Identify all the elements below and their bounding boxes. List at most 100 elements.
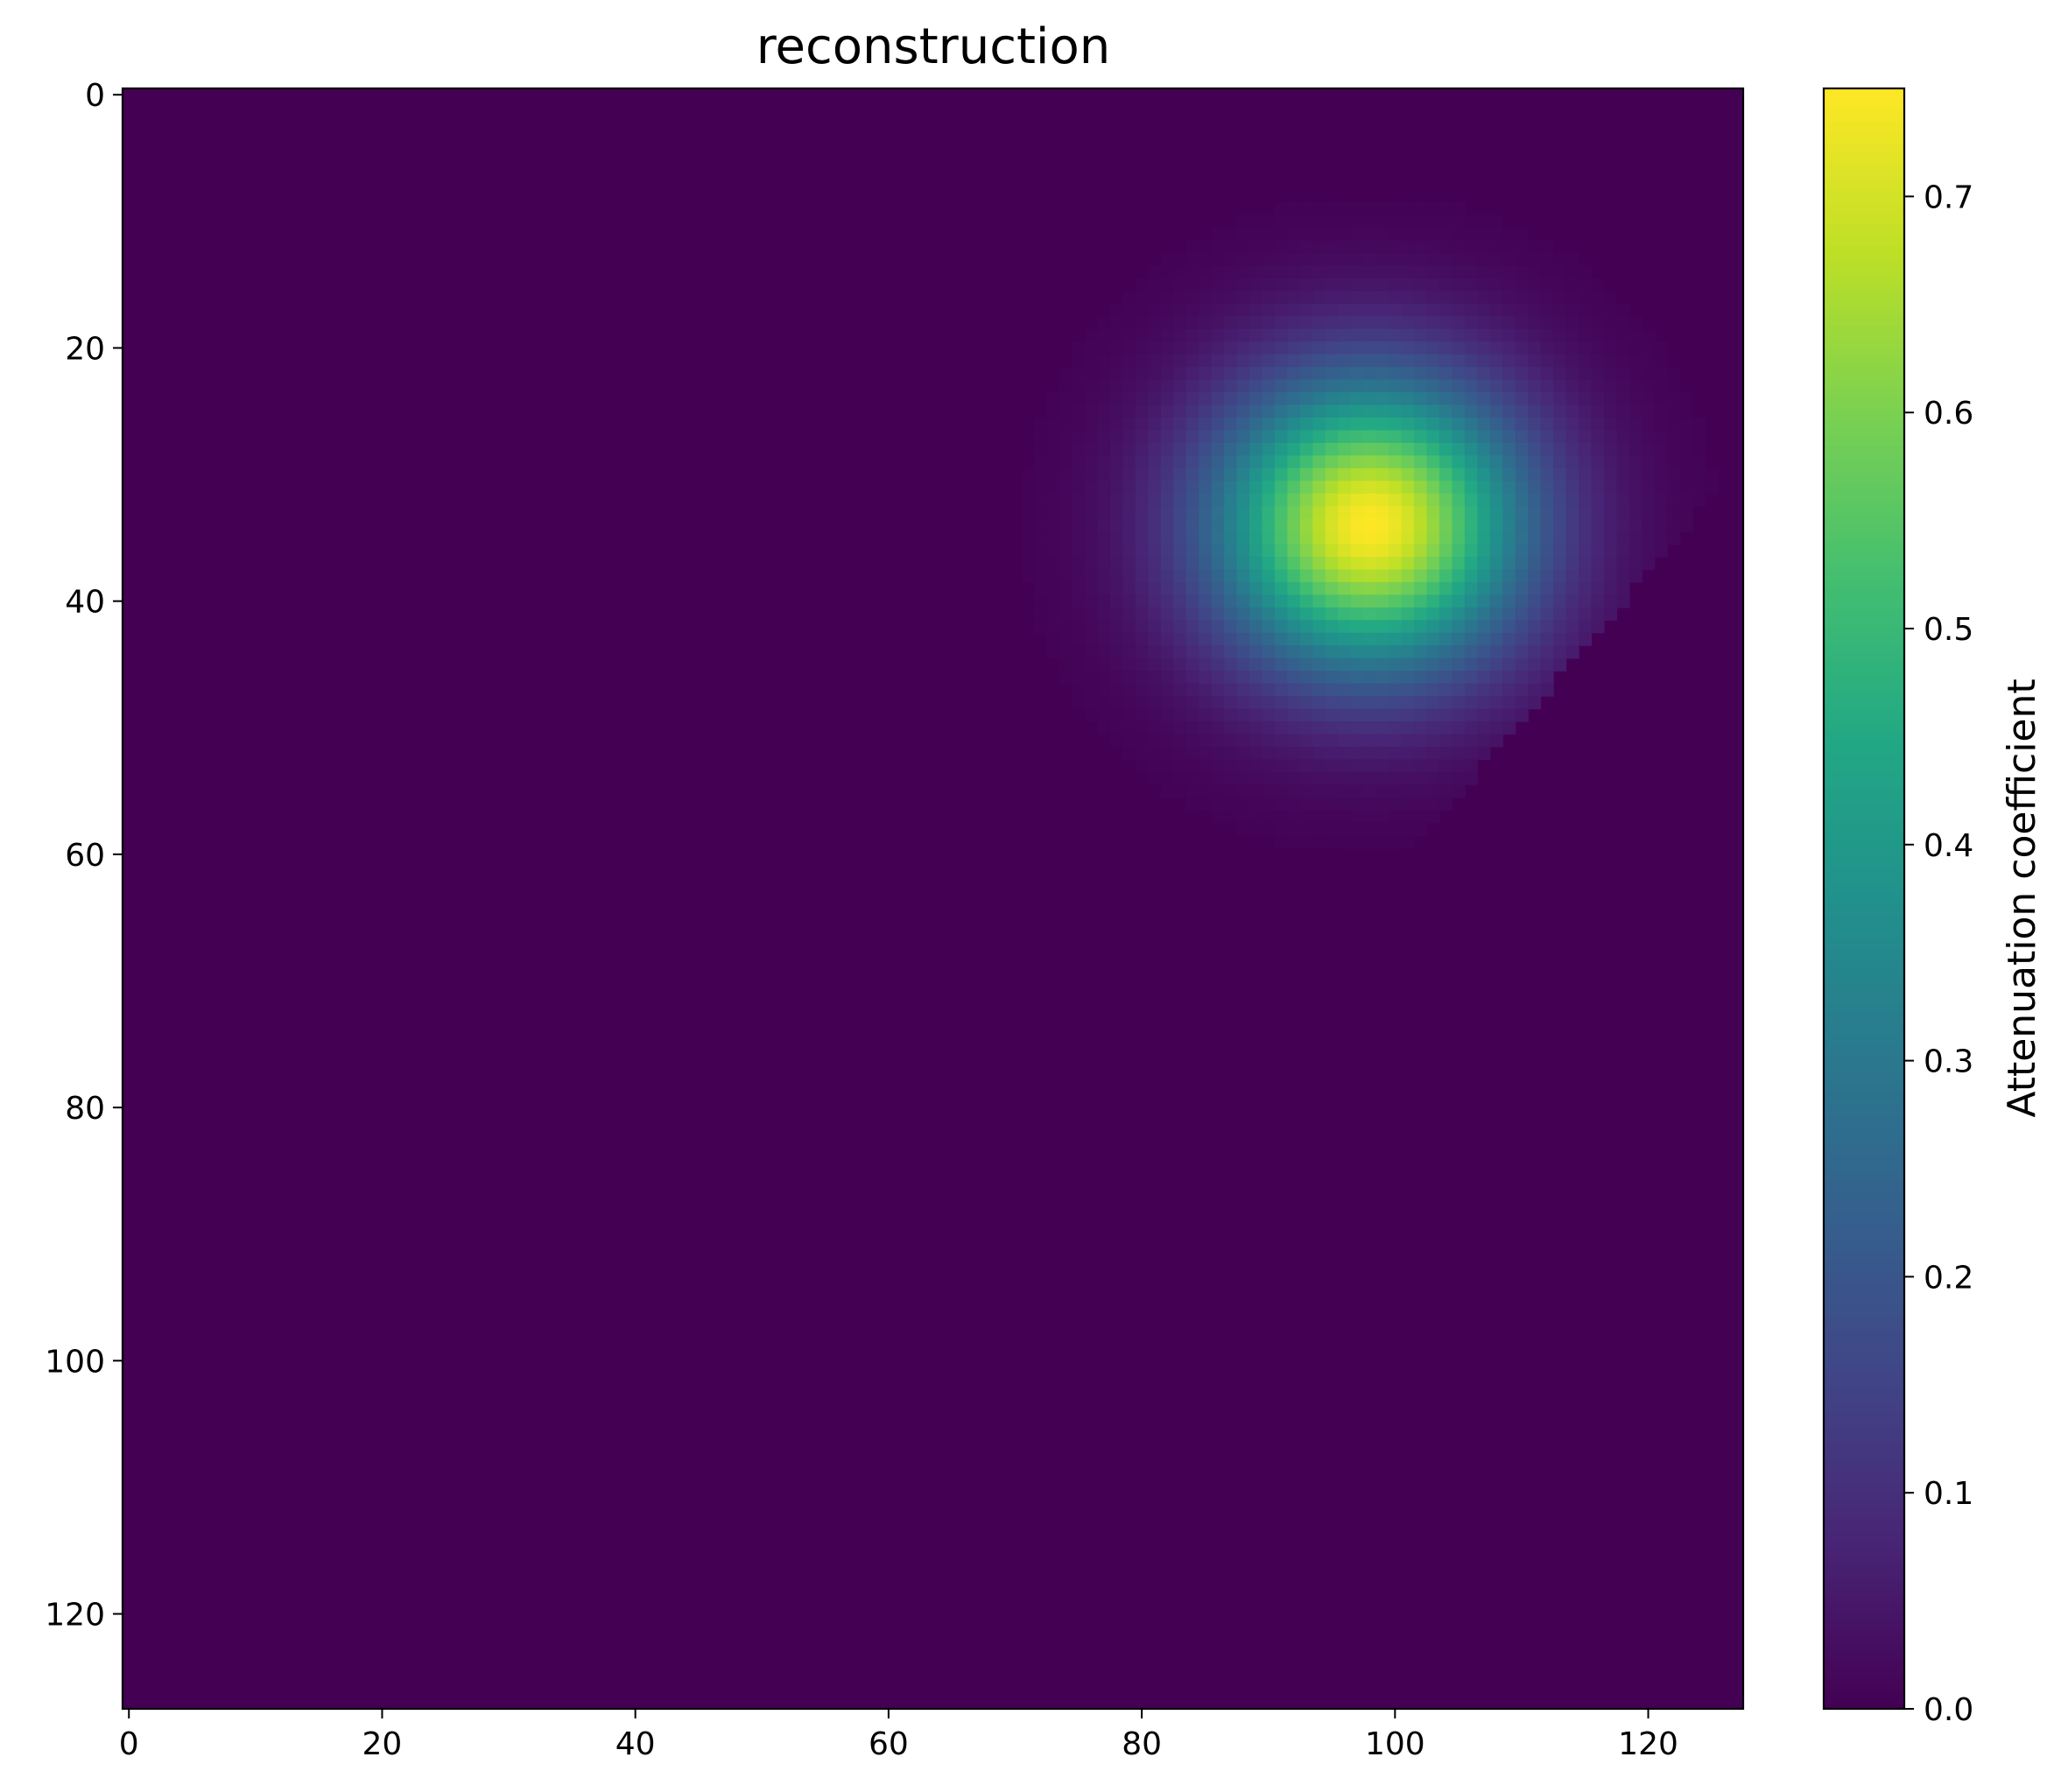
heatmap-cell: [1628, 455, 1642, 469]
heatmap-cell: [1579, 506, 1593, 520]
heatmap-cell: [1553, 404, 1567, 418]
heatmap-cell: [1603, 481, 1617, 495]
colorbar-band: [1824, 375, 1904, 381]
colorbar-band: [1824, 779, 1904, 786]
heatmap-cell: [1489, 493, 1503, 507]
heatmap-cell: [1452, 594, 1466, 608]
heatmap-cell: [1414, 341, 1428, 355]
colorbar-band: [1824, 941, 1904, 948]
heatmap-cell: [1363, 810, 1377, 824]
colorbar-band: [1824, 774, 1904, 781]
heatmap-cell: [1236, 822, 1250, 836]
heatmap-cell: [1350, 481, 1364, 495]
heatmap-cell: [1515, 303, 1529, 317]
heatmap-cell: [1363, 620, 1377, 634]
heatmap-cell: [1085, 607, 1099, 621]
heatmap-cell: [1426, 771, 1440, 785]
heatmap-cell: [1628, 404, 1642, 418]
heatmap-cell: [1135, 316, 1149, 330]
heatmap-cell: [1312, 240, 1326, 254]
heatmap-cell: [1414, 506, 1428, 520]
heatmap-cell: [1553, 328, 1567, 342]
heatmap-cell: [1414, 531, 1428, 545]
heatmap-cell: [1325, 759, 1339, 773]
heatmap-cell: [1211, 404, 1225, 418]
heatmap-cell: [1274, 531, 1289, 545]
heatmap-cell: [1438, 455, 1453, 469]
heatmap-cell: [1224, 506, 1238, 520]
heatmap-cell: [1059, 442, 1073, 456]
heatmap-cell: [1452, 708, 1466, 722]
heatmap-cell: [1085, 379, 1099, 393]
heatmap-cell: [1135, 759, 1149, 773]
heatmap-cell: [1603, 367, 1617, 381]
heatmap-cell: [1667, 467, 1681, 481]
colorbar-band: [1824, 699, 1904, 706]
heatmap-cell: [1350, 341, 1364, 355]
heatmap-cell: [1299, 252, 1313, 267]
heatmap-cell: [1705, 481, 1719, 495]
heatmap-cell: [1350, 367, 1364, 381]
heatmap-cell: [1262, 797, 1276, 811]
heatmap-cell: [1540, 544, 1554, 558]
heatmap-cell: [1224, 430, 1238, 444]
heatmap-cell: [1654, 341, 1668, 355]
heatmap-cell: [1185, 367, 1199, 381]
heatmap-cell: [1401, 417, 1415, 432]
heatmap-cell: [1477, 493, 1491, 507]
heatmap-cell: [1452, 341, 1466, 355]
heatmap-cell: [1236, 594, 1250, 608]
heatmap-cell: [1414, 291, 1428, 305]
heatmap-cell: [1274, 506, 1289, 520]
heatmap-cell: [1477, 316, 1491, 330]
heatmap-cell: [1616, 506, 1630, 520]
heatmap-cell: [1350, 557, 1364, 571]
heatmap-cell: [1375, 341, 1389, 355]
heatmap-cell: [1148, 721, 1162, 735]
heatmap-cell: [1135, 328, 1149, 342]
heatmap-cell: [1148, 620, 1162, 634]
heatmap-cell: [1211, 417, 1225, 432]
heatmap-cell: [1477, 455, 1491, 469]
heatmap-cell: [1034, 430, 1048, 444]
colorbar-band: [1824, 266, 1904, 273]
heatmap-cell: [1148, 303, 1162, 317]
heatmap-cell: [1553, 316, 1567, 330]
colorbar-band: [1824, 1254, 1904, 1261]
heatmap-cell: [1616, 594, 1630, 608]
heatmap-cell: [1591, 581, 1605, 596]
heatmap-cell: [1515, 632, 1529, 646]
heatmap-cell: [1211, 569, 1225, 583]
heatmap-cell: [1603, 455, 1617, 469]
heatmap-cell: [1109, 671, 1124, 685]
heatmap-cell: [1274, 784, 1289, 798]
heatmap-cell: [1667, 417, 1681, 432]
heatmap-cell: [1211, 759, 1225, 773]
heatmap-cell: [1312, 822, 1326, 836]
colorbar-band: [1824, 1422, 1904, 1429]
heatmap-cell: [1438, 569, 1453, 583]
heatmap-cell: [1312, 481, 1326, 495]
heatmap-cell: [1616, 455, 1630, 469]
heatmap-cell: [1389, 202, 1403, 216]
heatmap-cell: [1438, 379, 1453, 393]
heatmap-cell: [1160, 721, 1174, 735]
heatmap-cell: [1122, 430, 1136, 444]
heatmap-cell: [1199, 506, 1213, 520]
heatmap-cell: [1160, 544, 1174, 558]
heatmap-cell: [1085, 430, 1099, 444]
colorbar-band: [1824, 806, 1904, 813]
heatmap-cell: [1199, 632, 1213, 646]
heatmap-cell: [1375, 822, 1389, 836]
heatmap-cell: [1211, 607, 1225, 621]
heatmap-cell: [1262, 734, 1276, 748]
heatmap-cell: [1249, 518, 1263, 532]
heatmap-cell: [1363, 708, 1377, 722]
heatmap-cell: [1312, 367, 1326, 381]
heatmap-cell: [1249, 303, 1263, 317]
heatmap-cell: [1502, 557, 1516, 571]
heatmap-cell: [1160, 569, 1174, 583]
heatmap-cell: [1135, 303, 1149, 317]
heatmap-cell: [1085, 354, 1099, 368]
heatmap-cell: [1199, 493, 1213, 507]
